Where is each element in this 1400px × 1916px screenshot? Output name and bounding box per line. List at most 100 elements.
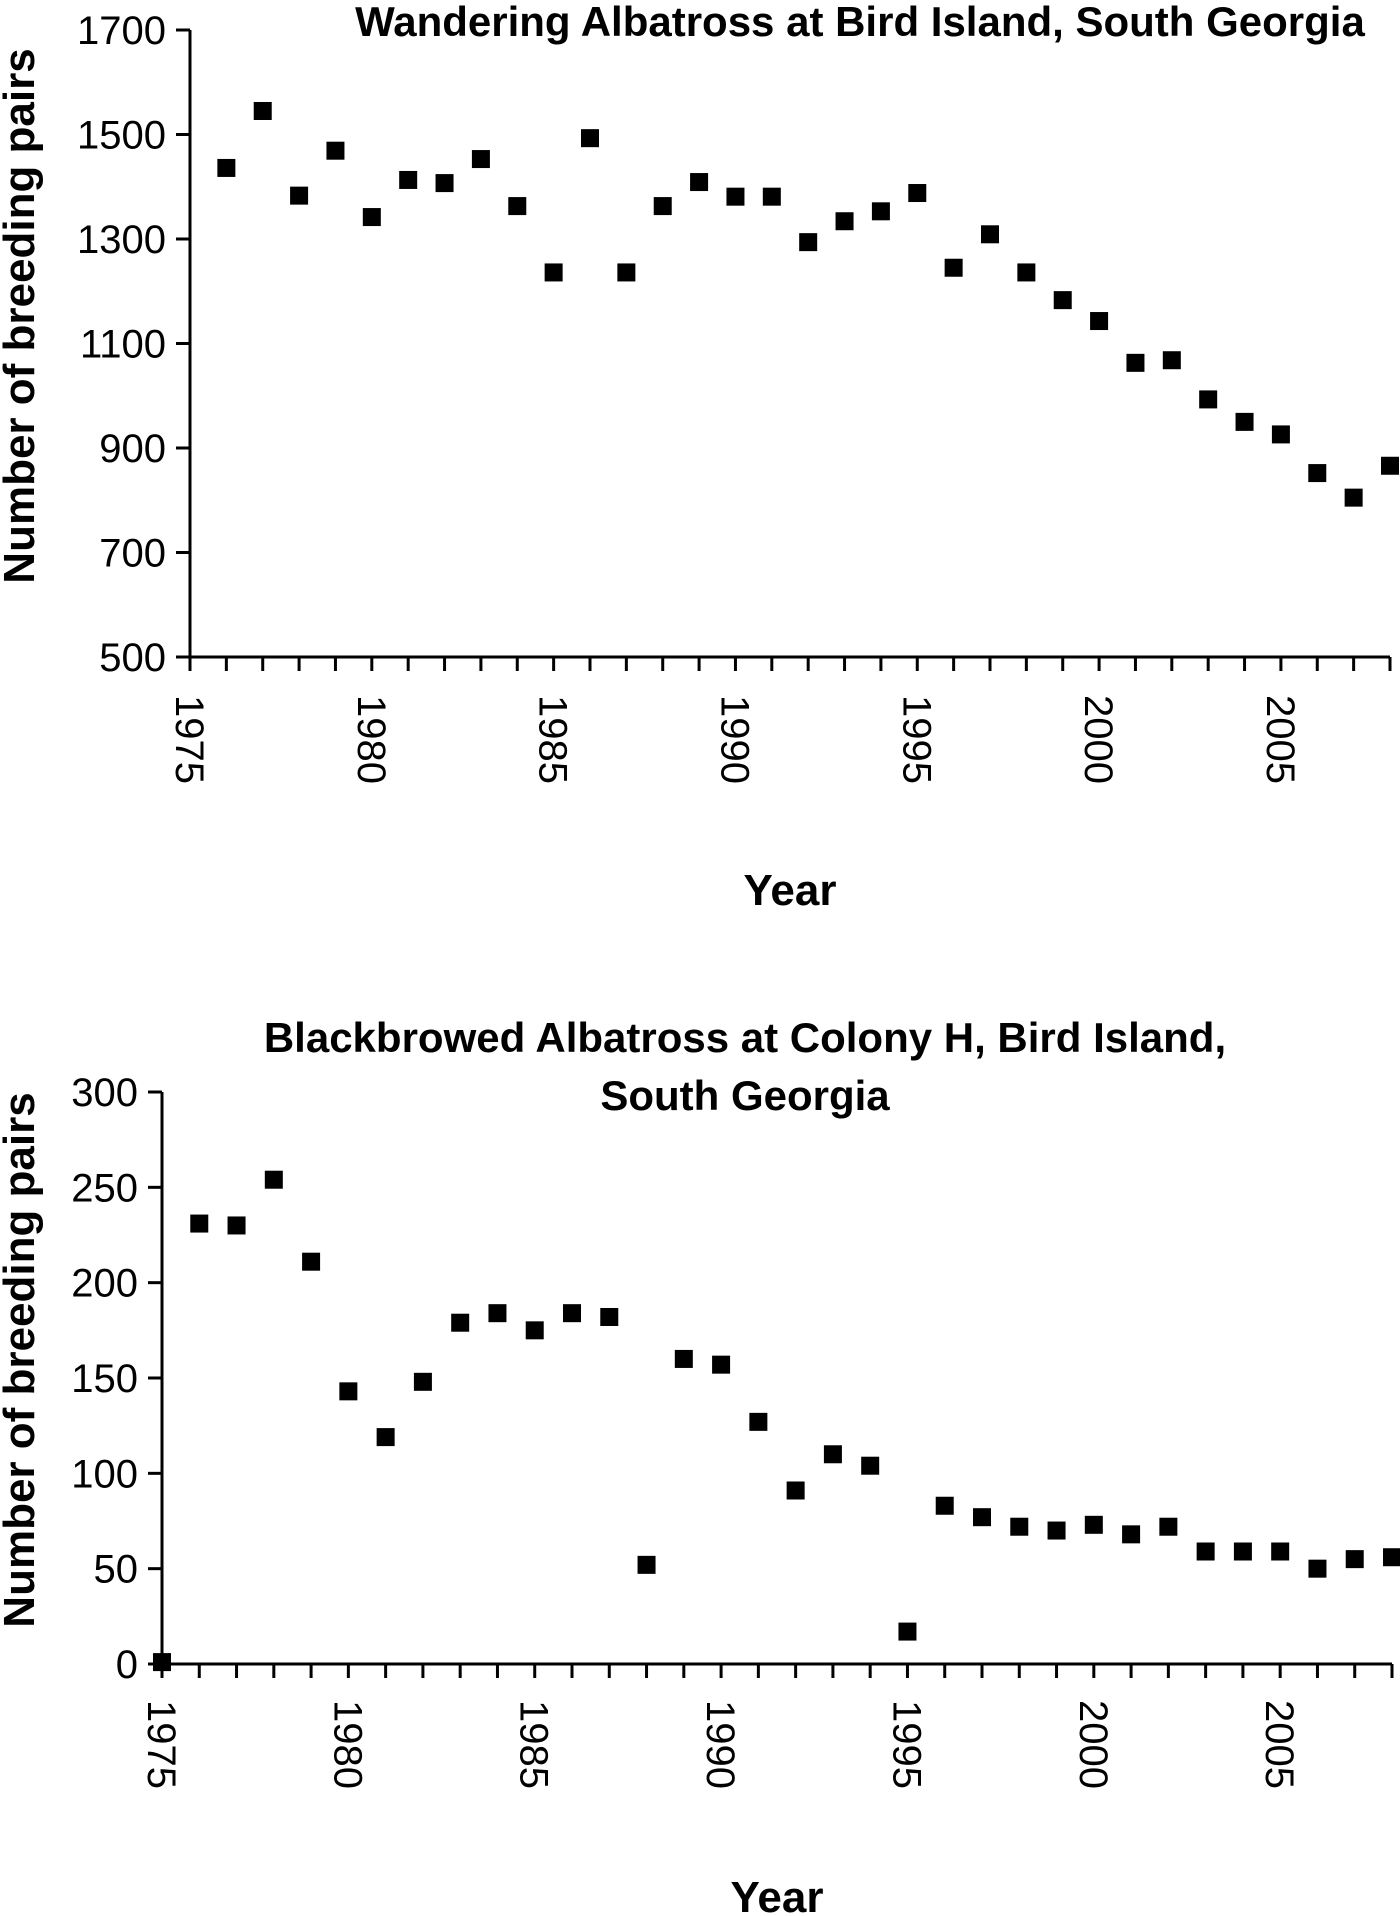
data-point	[712, 1355, 731, 1374]
data-point	[339, 1382, 358, 1401]
chart-title: South Georgia	[600, 1072, 890, 1119]
data-point	[1162, 351, 1181, 370]
data-point	[674, 1349, 693, 1368]
y-tick-label: 100	[71, 1452, 138, 1496]
y-tick-label: 250	[71, 1166, 138, 1210]
data-point	[786, 1481, 805, 1500]
y-axis-label: Number of breeding pairs	[0, 48, 44, 583]
chart-title: Wandering Albatross at Bird Island, Sout…	[355, 0, 1365, 45]
data-point	[326, 141, 345, 160]
data-point	[749, 1412, 768, 1431]
data-point	[190, 1214, 209, 1233]
y-tick-label: 300	[71, 1071, 138, 1115]
y-tick-label: 700	[99, 532, 166, 576]
data-point	[1383, 1548, 1400, 1567]
y-tick-label: 1700	[77, 9, 166, 53]
data-point	[1126, 353, 1145, 372]
x-tick-label: 1985	[531, 695, 575, 784]
data-point	[973, 1508, 991, 1527]
y-axis-label: Number of breeding pairs	[0, 1092, 44, 1627]
data-point	[217, 158, 236, 177]
data-point	[944, 258, 963, 277]
data-point	[823, 1445, 842, 1464]
y-tick-label: 1500	[77, 114, 166, 158]
data-point	[1122, 1525, 1141, 1544]
y-tick-label: 500	[99, 636, 166, 680]
x-tick-label: 1995	[894, 695, 938, 784]
data-point	[1010, 1517, 1029, 1536]
data-point	[435, 174, 454, 193]
data-point	[1271, 1542, 1290, 1561]
data-point	[1196, 1542, 1215, 1561]
data-point	[376, 1428, 395, 1447]
data-point	[762, 187, 781, 206]
data-point	[1090, 312, 1109, 331]
y-tick-label: 50	[94, 1548, 139, 1592]
data-point	[1308, 464, 1327, 483]
y-tick-label: 1300	[77, 218, 166, 262]
data-point	[871, 202, 890, 221]
data-point	[227, 1216, 246, 1235]
data-point	[617, 263, 636, 282]
blackbrowed-albatross-chart: Blackbrowed Albatross at Colony H, Bird …	[0, 1014, 1400, 1916]
x-tick-label: 1980	[325, 1700, 369, 1789]
data-point	[451, 1313, 470, 1332]
data-point	[908, 184, 927, 203]
data-point	[799, 233, 818, 252]
data-point	[1308, 1559, 1327, 1578]
x-tick-label: 2005	[1258, 695, 1302, 784]
data-point	[1084, 1515, 1103, 1534]
data-point	[488, 1304, 507, 1323]
data-point	[153, 1653, 171, 1672]
data-point	[253, 101, 272, 120]
data-point	[413, 1372, 432, 1391]
data-point	[544, 263, 563, 282]
x-tick-label: 1985	[512, 1700, 556, 1789]
y-tick-label: 1100	[80, 323, 166, 367]
data-point	[264, 1170, 283, 1189]
data-point	[563, 1304, 581, 1323]
data-point	[471, 150, 490, 169]
x-tick-label: 2005	[1257, 1700, 1301, 1789]
chart-title: Blackbrowed Albatross at Colony H, Bird …	[264, 1014, 1226, 1061]
data-point	[935, 1496, 954, 1515]
data-point	[362, 208, 381, 227]
data-point	[726, 187, 745, 206]
data-point	[1047, 1521, 1066, 1540]
x-tick-label: 2000	[1076, 695, 1120, 784]
x-tick-label: 2000	[1071, 1700, 1115, 1789]
data-point	[1235, 412, 1254, 431]
data-point	[508, 197, 527, 216]
data-point	[1053, 291, 1072, 310]
data-point	[1344, 488, 1363, 507]
x-axis-label: Year	[744, 866, 837, 915]
data-point	[861, 1456, 880, 1475]
data-point	[653, 197, 672, 216]
data-point	[981, 225, 999, 244]
data-point	[600, 1307, 619, 1326]
data-point	[1159, 1517, 1178, 1536]
wandering-albatross-chart: Wandering Albatross at Bird Island, Sout…	[0, 0, 1399, 915]
data-point	[399, 170, 418, 189]
x-tick-label: 1980	[349, 695, 393, 784]
data-point	[1233, 1542, 1252, 1561]
x-tick-label: 1990	[698, 1700, 742, 1789]
data-point	[898, 1622, 917, 1641]
x-tick-label: 1990	[712, 695, 756, 784]
x-tick-label: 1995	[884, 1700, 928, 1789]
data-point	[302, 1252, 321, 1271]
data-point	[525, 1321, 544, 1340]
x-tick-label: 1975	[167, 695, 211, 784]
data-point	[1017, 263, 1036, 282]
data-point	[637, 1555, 656, 1574]
x-axis-label: Year	[731, 1873, 824, 1916]
y-tick-label: 900	[99, 427, 166, 471]
x-tick-label: 1975	[139, 1700, 183, 1789]
y-tick-label: 200	[71, 1262, 138, 1306]
data-point	[1271, 425, 1290, 444]
y-tick-label: 0	[116, 1643, 138, 1687]
data-point	[1345, 1550, 1364, 1569]
data-point	[835, 212, 854, 231]
data-point	[1381, 456, 1399, 475]
